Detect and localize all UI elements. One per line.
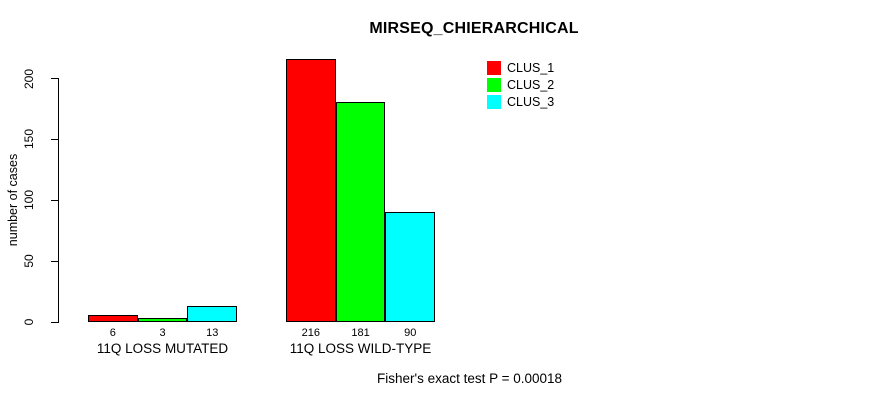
bar — [335, 101, 386, 322]
legend-swatch — [487, 60, 501, 75]
y-tick-label: 200 — [22, 68, 36, 89]
y-tick-label: 150 — [22, 129, 36, 150]
legend: CLUS_1 CLUS_2 CLUS_3 — [487, 59, 554, 110]
bar — [187, 306, 238, 322]
y-axis-line — [58, 78, 59, 323]
y-tick — [51, 260, 58, 262]
bar — [88, 314, 138, 322]
y-tick — [51, 138, 58, 140]
bar — [137, 318, 188, 322]
bar-value-label: 90 — [404, 327, 417, 339]
y-tick-label: 100 — [22, 190, 36, 211]
pvalue-annotation: Fisher's exact test P = 0.00018 — [377, 371, 563, 386]
y-tick — [51, 199, 58, 201]
y-tick-label: 0 — [22, 318, 36, 326]
legend-item: CLUS_2 — [487, 76, 554, 93]
bar-value-label: 13 — [206, 327, 219, 339]
legend-label: CLUS_1 — [507, 60, 555, 75]
bar-value-label: 216 — [301, 327, 321, 339]
x-group-label: 11Q LOSS MUTATED — [96, 341, 229, 356]
x-group-label: 11Q LOSS WILD-TYPE — [289, 341, 432, 356]
legend-item: CLUS_1 — [487, 59, 554, 76]
legend-item: CLUS_3 — [487, 93, 554, 110]
y-tick — [51, 321, 58, 323]
bar-value-label: 181 — [351, 327, 370, 339]
y-tick — [51, 78, 58, 79]
y-tick-label: 50 — [22, 254, 36, 268]
bar-value-label: 3 — [159, 327, 166, 339]
bar — [385, 212, 436, 322]
bar-value-label: 6 — [109, 327, 116, 339]
chart-title: MIRSEQ_CHIERARCHICAL — [369, 20, 579, 37]
legend-swatch — [487, 77, 501, 92]
legend-label: CLUS_3 — [507, 94, 555, 109]
y-axis-label: number of cases — [6, 153, 20, 247]
bar — [286, 59, 336, 322]
legend-label: CLUS_2 — [507, 77, 555, 92]
legend-swatch — [487, 94, 501, 109]
